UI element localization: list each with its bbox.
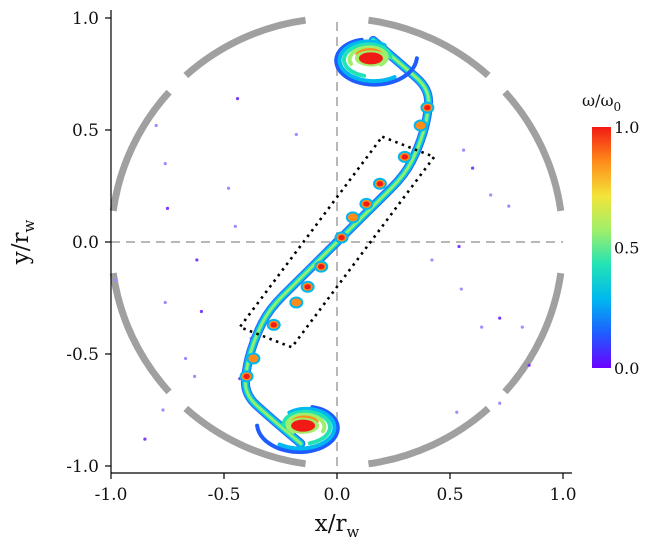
x-tick-label: 0.5 xyxy=(436,485,463,505)
speck xyxy=(459,287,463,291)
speck xyxy=(183,356,188,361)
vortex-blob xyxy=(239,370,254,383)
x-tick-label: 1.0 xyxy=(549,485,576,505)
colorbar-gradient xyxy=(592,127,611,368)
speck xyxy=(235,97,240,101)
wall-segment-7 xyxy=(367,405,491,468)
speck xyxy=(113,278,118,282)
y-tick-label: 0.0 xyxy=(72,233,99,253)
colorbar-title: ω/ω0 xyxy=(582,91,621,114)
vortex-blob-core xyxy=(417,122,424,129)
spiral-core xyxy=(291,419,316,432)
speck xyxy=(480,325,484,329)
vortex-blob xyxy=(266,318,281,331)
vortex-blob xyxy=(420,101,435,114)
wall-segment-1 xyxy=(502,89,565,212)
speck xyxy=(163,162,167,166)
y-tick-label: 0.5 xyxy=(72,121,99,141)
wall-segment-2 xyxy=(367,16,491,79)
vortex-blob-core xyxy=(317,264,325,270)
vortex-blob-core xyxy=(304,284,311,290)
vortex-blob-core xyxy=(401,154,408,160)
spiral-arm xyxy=(281,409,333,446)
vortex-blob-core xyxy=(338,234,345,241)
wall-segment-4 xyxy=(109,89,172,212)
vorticity-specks xyxy=(113,97,531,441)
y-axis-ticks: 1.0 0.5 0.0 -0.5 -1.0 xyxy=(66,9,111,477)
vortex-blob-core xyxy=(376,181,384,187)
speck xyxy=(161,408,165,412)
vortex-blob-core xyxy=(270,322,277,328)
y-tick-label: 1.0 xyxy=(72,9,99,29)
wall-segment-8 xyxy=(502,272,565,395)
speck xyxy=(233,224,237,228)
colorbar: ω/ω0 1.0 0.5 0.0 xyxy=(582,91,639,378)
colorbar-tick-label: 1.0 xyxy=(614,118,639,137)
vortex-blob xyxy=(359,197,374,210)
spiral-arm xyxy=(255,405,340,454)
vortex-blobs xyxy=(239,101,435,383)
speck xyxy=(455,410,459,414)
vortex-blob xyxy=(372,177,387,190)
speck xyxy=(489,193,493,197)
spiral-arm xyxy=(341,42,393,78)
y-tick-label: -1.0 xyxy=(66,457,99,477)
speck xyxy=(498,316,502,320)
vortex-blob-core xyxy=(349,214,357,220)
vortex-blob xyxy=(300,280,315,293)
x-axis-title: x/rw xyxy=(315,511,360,540)
spiral-vortex-2 xyxy=(255,405,340,454)
spiral-vortices xyxy=(255,37,419,454)
speck xyxy=(430,258,434,262)
spiral-arm xyxy=(337,39,397,84)
speck xyxy=(163,300,167,305)
spiral-arm xyxy=(334,37,419,87)
vortex-blob-core xyxy=(243,373,250,379)
vortex-blob-core xyxy=(293,299,300,306)
speck xyxy=(520,325,524,329)
speck xyxy=(507,204,511,208)
colorbar-tick-label: 0.0 xyxy=(614,359,639,378)
speck xyxy=(195,258,199,262)
vortex-blob xyxy=(334,231,349,244)
y-tick-label: -0.5 xyxy=(66,345,99,365)
speck xyxy=(498,401,502,405)
x-tick-label: -0.5 xyxy=(208,485,241,505)
vortex-blob xyxy=(397,150,412,163)
y-axis-title: y/rw xyxy=(8,220,38,266)
vortex-blob-core xyxy=(250,355,257,362)
vortex-blob xyxy=(345,211,360,224)
vortex-blob xyxy=(413,119,428,132)
spiral-vortex-1 xyxy=(334,37,419,87)
vortex-blob xyxy=(246,352,261,365)
wall-segment-3 xyxy=(183,16,307,79)
colorbar-ticks: 1.0 0.5 0.0 xyxy=(614,118,639,378)
speck xyxy=(154,123,158,128)
speck xyxy=(471,166,475,170)
vortex-blob-core xyxy=(424,105,431,111)
wall-ring xyxy=(109,16,565,468)
speck xyxy=(226,186,231,190)
x-axis-ticks: -1.0 -0.5 0.0 0.5 1.0 xyxy=(95,473,577,505)
x-tick-label: -1.0 xyxy=(95,485,128,505)
spiral-core xyxy=(358,52,383,65)
wall-segment-6 xyxy=(183,405,307,468)
speck xyxy=(527,363,531,367)
speck xyxy=(461,148,466,152)
annotation-box xyxy=(237,135,437,349)
wall-segment-5 xyxy=(109,272,172,395)
vortex-blob xyxy=(289,296,304,309)
spiral-arm xyxy=(277,406,337,451)
speck xyxy=(143,437,147,441)
vortex-blob xyxy=(314,260,329,273)
colorbar-tick-label: 0.5 xyxy=(614,239,639,258)
x-tick-label: 0.0 xyxy=(323,485,350,505)
speck xyxy=(193,374,197,378)
speck xyxy=(199,309,203,314)
vortex-blob-core xyxy=(363,201,370,207)
speck xyxy=(165,206,170,210)
speck xyxy=(457,244,461,249)
speck xyxy=(294,132,298,137)
